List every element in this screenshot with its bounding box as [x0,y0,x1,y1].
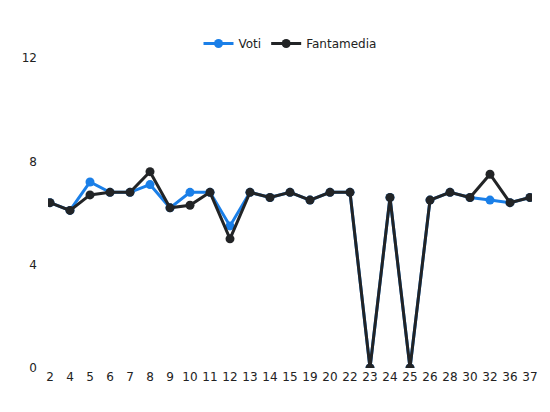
svg-text:32: 32 [482,370,497,384]
svg-text:22: 22 [342,370,357,384]
svg-text:10: 10 [182,370,197,384]
svg-text:11: 11 [202,370,217,384]
svg-text:Voti: Voti [239,37,262,51]
svg-text:0: 0 [29,361,37,375]
svg-text:26: 26 [422,370,437,384]
svg-text:25: 25 [402,370,417,384]
svg-text:5: 5 [86,370,94,384]
svg-text:37: 37 [522,370,537,384]
svg-text:8: 8 [146,370,154,384]
svg-text:14: 14 [262,370,277,384]
svg-text:4: 4 [29,258,37,272]
svg-text:7: 7 [126,370,134,384]
svg-text:6: 6 [106,370,114,384]
svg-text:8: 8 [29,155,37,169]
svg-text:12: 12 [222,370,237,384]
svg-text:9: 9 [166,370,174,384]
svg-text:13: 13 [242,370,257,384]
svg-text:2: 2 [46,370,54,384]
svg-text:36: 36 [502,370,517,384]
svg-text:19: 19 [302,370,317,384]
svg-text:20: 20 [322,370,337,384]
svg-text:Fantamedia: Fantamedia [306,37,376,51]
svg-text:12: 12 [22,51,37,65]
svg-text:28: 28 [442,370,457,384]
svg-text:30: 30 [462,370,477,384]
svg-text:4: 4 [66,370,74,384]
svg-text:15: 15 [282,370,297,384]
svg-text:24: 24 [382,370,397,384]
svg-text:23: 23 [362,370,377,384]
